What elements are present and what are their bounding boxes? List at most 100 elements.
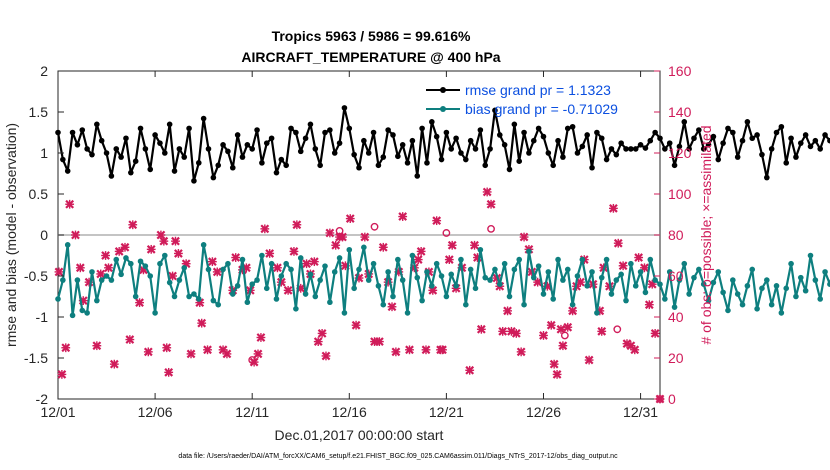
rmse-data-point [429, 119, 435, 125]
rmse-data-point [263, 140, 270, 146]
bias-data-point [705, 297, 712, 304]
bias-data-point [385, 269, 391, 275]
bias-data-point [89, 269, 95, 275]
bias-data-point [268, 260, 275, 267]
bias-data-point [564, 266, 571, 273]
bias-data-point [458, 256, 464, 263]
obs-assimilated-marker [162, 343, 172, 353]
bias-data-point [79, 307, 86, 314]
bias-data-point [686, 291, 692, 297]
obs-assimilated-marker [265, 249, 275, 258]
bias-data-point [346, 246, 353, 253]
rmse-data-point [535, 125, 542, 132]
rmse-data-point [603, 156, 610, 163]
bias-data-point [55, 296, 61, 302]
bias-data-point [157, 260, 163, 267]
bias-data-point [215, 301, 222, 308]
legend-bias-marker [440, 106, 446, 112]
rmse-data-point [268, 135, 275, 142]
bias-data-point [555, 256, 561, 263]
bias-data-point [123, 255, 129, 261]
rmse-data-point [118, 154, 124, 160]
rmse-data-point [584, 132, 590, 138]
bias-data-point [414, 274, 421, 281]
bias-data-point [492, 266, 498, 273]
y-right-tick-label: 160 [668, 63, 692, 79]
bias-data-point [438, 273, 445, 279]
bias-data-point [60, 277, 66, 283]
obs-possible-marker [370, 222, 379, 231]
bias-data-point [181, 265, 188, 271]
bias-data-point [137, 258, 144, 265]
bias-data-point [351, 285, 357, 292]
bias-data-point [521, 301, 527, 308]
obs-assimilated-marker [283, 285, 293, 295]
rmse-data-point [827, 137, 830, 144]
bias-data-point [550, 296, 556, 302]
rmse-data-point [613, 151, 620, 158]
rmse-data-point [676, 143, 683, 150]
y-right-tick-label: 120 [668, 145, 692, 161]
bias-data-point [239, 256, 246, 263]
bias-data-point [652, 277, 658, 283]
bias-data-point [317, 277, 323, 283]
rmse-data-point [511, 121, 518, 128]
rmse-data-point [176, 146, 183, 152]
obs-assimilated-marker [584, 355, 594, 365]
rmse-data-point [715, 156, 722, 163]
bias-data-point [283, 260, 289, 267]
bias-data-point [642, 289, 649, 296]
obs-assimilated-marker [71, 230, 80, 240]
rmse-data-point [526, 150, 532, 156]
bias-data-point [691, 274, 697, 281]
rmse-data-point [560, 154, 566, 160]
rmse-data-point [579, 143, 586, 150]
bias-data-point [773, 283, 780, 289]
bias-data-point [375, 283, 382, 289]
rmse-data-point [564, 125, 571, 132]
obs-assimilated-marker [413, 255, 423, 264]
rmse-data-point [822, 132, 828, 138]
bias-data-point [662, 296, 668, 302]
rmse-data-point [778, 123, 785, 130]
bias-data-point [618, 271, 624, 278]
obs-assimilated-marker [159, 236, 169, 246]
obs-assimilated-marker [345, 214, 355, 223]
bias-data-point [195, 296, 202, 302]
rmse-data-point [802, 132, 809, 138]
rmse-data-point [477, 127, 484, 133]
rmse-data-point [84, 146, 90, 152]
obs-assimilated-marker [568, 306, 578, 316]
obs-assimilated-marker [96, 269, 106, 279]
obs-assimilated-marker [608, 203, 618, 213]
rmse-data-point [807, 143, 814, 150]
bias-data-point [560, 277, 566, 283]
rmse-data-point [797, 140, 804, 146]
rmse-data-point [647, 137, 654, 144]
rmse-data-point [331, 150, 338, 156]
rmse-data-point [283, 162, 289, 169]
rmse-data-point [623, 146, 629, 152]
bias-data-point [322, 263, 328, 269]
rmse-data-point [472, 146, 479, 152]
rmse-data-point [79, 127, 86, 133]
bias-data-point [448, 271, 455, 278]
obs-assimilated-marker [164, 367, 174, 377]
rmse-data-point [195, 160, 202, 166]
obs-possible-marker [335, 226, 344, 235]
rmse-data-point [749, 135, 756, 142]
obs-assimilated-marker [325, 228, 335, 238]
rmse-data-point [137, 125, 144, 132]
rmse-data-point [395, 153, 401, 160]
obs-assimilated-marker [65, 199, 75, 209]
bias-data-point [487, 277, 493, 283]
y-left-tick-label: -2 [36, 391, 49, 407]
rmse-data-point [768, 146, 775, 152]
bias-data-point [696, 266, 702, 273]
rmse-data-point [589, 164, 595, 171]
obs-assimilated-marker [432, 216, 442, 226]
bias-data-point [249, 281, 255, 288]
rmse-data-point [259, 160, 265, 166]
bias-data-point [147, 273, 154, 279]
obs-assimilated-marker [498, 326, 508, 336]
